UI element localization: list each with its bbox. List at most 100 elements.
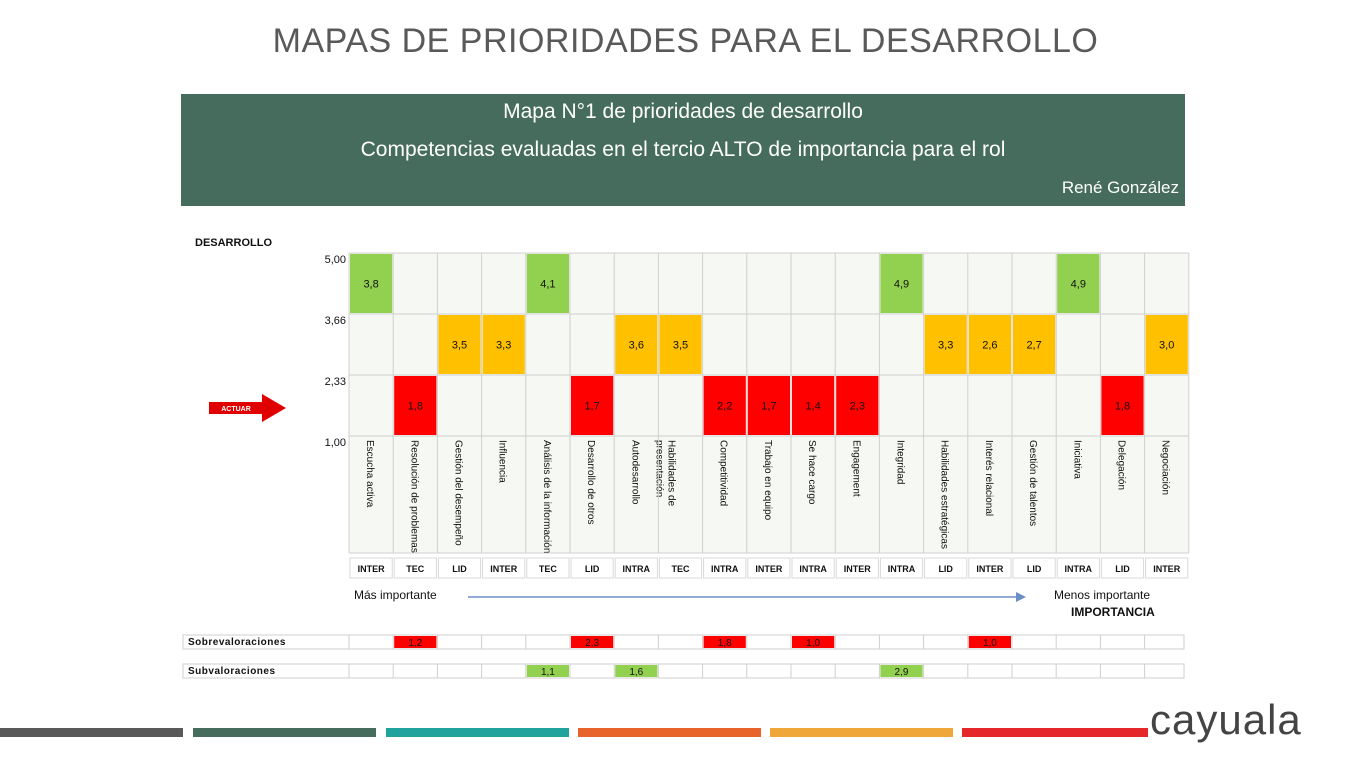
category-label: Delegación xyxy=(1116,440,1127,490)
type-cell xyxy=(835,557,879,579)
type-label: INTRA xyxy=(623,564,651,574)
type-cell xyxy=(703,557,747,579)
category-label: Negociación xyxy=(1160,440,1171,495)
footer-bar xyxy=(770,728,953,737)
category-label: Influencia xyxy=(497,440,508,483)
category-label: Iniciativa xyxy=(1071,440,1082,479)
value-cell xyxy=(703,376,746,435)
type-cell xyxy=(482,557,526,579)
category-label: Integridad xyxy=(895,440,906,484)
value-label: 4,9 xyxy=(1071,279,1086,291)
sobrevaloraciones-value: 1,2 xyxy=(408,638,422,649)
y-tick-label: 5,00 xyxy=(325,254,346,266)
value-cell xyxy=(659,315,702,374)
value-label: 3,5 xyxy=(452,340,467,352)
type-label: LID xyxy=(585,564,600,574)
value-cell xyxy=(792,376,835,435)
category-label: Se hace cargo xyxy=(806,440,817,505)
type-cell xyxy=(1056,557,1100,579)
value-cell xyxy=(1057,254,1100,313)
type-label: LID xyxy=(1027,564,1042,574)
value-label: 2,3 xyxy=(850,401,865,413)
category-label: Engagement xyxy=(850,440,861,497)
actuar-label: ACTUAR xyxy=(221,406,251,413)
header-author: René González xyxy=(1061,178,1179,197)
type-cell xyxy=(968,557,1012,579)
value-cell xyxy=(968,315,1011,374)
value-label: 3,5 xyxy=(673,340,688,352)
value-cell xyxy=(880,254,923,313)
subvaloraciones-value: 1,6 xyxy=(629,667,643,678)
type-cell xyxy=(658,557,703,579)
sobrevaloraciones-row xyxy=(182,634,1185,650)
value-label: 4,9 xyxy=(894,279,909,291)
subvaloraciones-label: Subvaloraciones xyxy=(188,666,276,677)
footer-color-bars xyxy=(0,728,1148,737)
type-label: INTRA xyxy=(799,564,827,574)
value-label: 3,3 xyxy=(496,340,511,352)
value-label: 1,8 xyxy=(1115,401,1130,413)
footer-bar xyxy=(962,728,1148,737)
category-label: Competitividad xyxy=(718,440,729,506)
type-label: INTER xyxy=(358,564,386,574)
type-cell xyxy=(349,557,393,579)
sobrevaloraciones-cell xyxy=(394,636,437,648)
value-label: 1,7 xyxy=(761,401,776,413)
sobrevaloraciones-value: 1,0 xyxy=(806,638,820,649)
value-label: 2,6 xyxy=(982,340,997,352)
category-label: Autodesarrollo xyxy=(629,440,640,505)
x-left-label: Más importante xyxy=(354,588,437,602)
sobrevaloraciones-cell xyxy=(792,636,835,648)
chart-header: Mapa N°1 de prioridades de desarrollo Co… xyxy=(181,94,1185,206)
value-label: 3,6 xyxy=(629,340,644,352)
type-label: INTER xyxy=(755,564,783,574)
value-cell xyxy=(526,254,569,313)
value-label: 1,4 xyxy=(805,401,820,413)
type-cell xyxy=(526,557,570,579)
y-tick-label: 2,33 xyxy=(325,376,346,388)
value-label: 2,2 xyxy=(717,401,732,413)
sobrevaloraciones-cell xyxy=(703,636,746,648)
category-label: Interés relacional xyxy=(983,440,994,516)
value-label: 1,8 xyxy=(408,401,423,413)
sobrevaloraciones-cell xyxy=(968,636,1011,648)
value-cell xyxy=(1145,315,1188,374)
y-axis-label: DESARROLLO xyxy=(195,237,272,249)
value-label: 4,1 xyxy=(540,279,555,291)
y-tick-label: 3,66 xyxy=(325,315,346,327)
value-cell xyxy=(350,254,393,313)
category-label: Trabajo en equipo xyxy=(762,440,773,521)
footer-bar xyxy=(578,728,761,737)
subvaloraciones-row xyxy=(182,663,1185,679)
value-cell xyxy=(836,376,879,435)
subvaloraciones-cell xyxy=(615,665,658,677)
category-label: Gestión de talentos xyxy=(1027,440,1038,526)
category-label: Habilidades estratégicas xyxy=(939,440,950,549)
type-cell xyxy=(747,557,791,579)
category-label: Resolución de problemas xyxy=(408,440,419,553)
value-label: 1,7 xyxy=(584,401,599,413)
sobrevaloraciones-value: 1,8 xyxy=(718,638,732,649)
footer-bar xyxy=(0,728,183,737)
header-subtitle: Competencias evaluadas en el tercio ALTO… xyxy=(360,138,1006,161)
value-label: 2,7 xyxy=(1026,340,1041,352)
actuar-arrow xyxy=(209,394,286,422)
type-label: INTER xyxy=(490,564,518,574)
sobrevaloraciones-value: 2,3 xyxy=(585,638,599,649)
type-label: INTER xyxy=(1153,564,1181,574)
value-label: 3,0 xyxy=(1159,340,1174,352)
value-cell xyxy=(615,315,658,374)
type-cell xyxy=(614,557,658,579)
header-title: Mapa N°1 de prioridades de desarrollo xyxy=(503,100,863,123)
subvaloraciones-cell xyxy=(880,665,923,677)
y-tick-label: 1,00 xyxy=(325,437,346,449)
type-label: TEC xyxy=(672,564,691,574)
type-label: INTER xyxy=(844,564,872,574)
value-cell xyxy=(924,315,967,374)
type-label: LID xyxy=(1115,564,1130,574)
importance-arrow-head xyxy=(1016,592,1026,602)
value-cell xyxy=(1013,315,1056,374)
value-label: 3,8 xyxy=(363,279,378,291)
cayuala-logo: cayuala xyxy=(1150,696,1302,743)
type-label: TEC xyxy=(406,564,425,574)
